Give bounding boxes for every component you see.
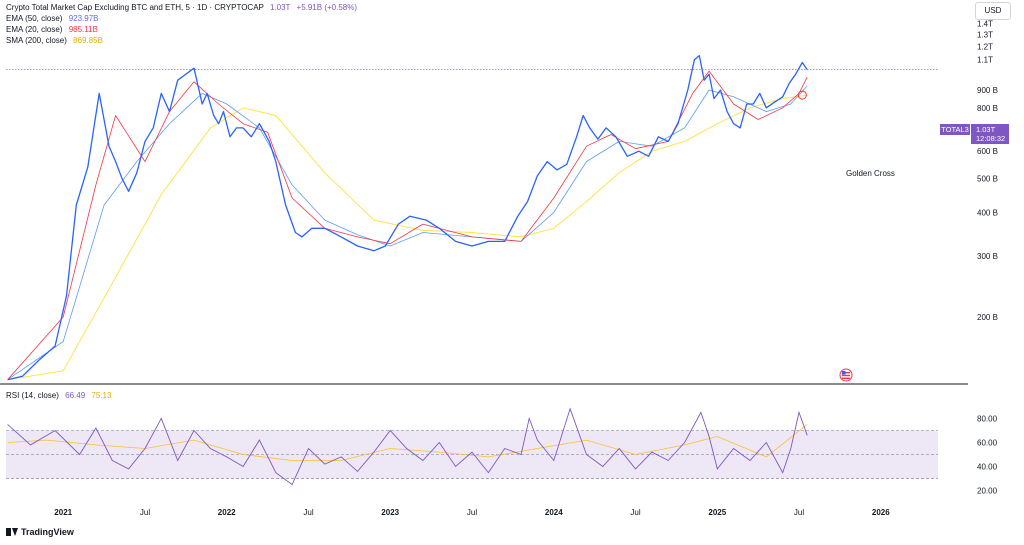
price-pane	[7, 54, 808, 381]
time-axis-tick: Jul	[467, 508, 477, 517]
price-axis-tick: 800 B	[977, 104, 998, 113]
price-axis-tick: 1.4T	[977, 19, 993, 28]
price-axis-tick: 600 B	[977, 147, 998, 156]
rsi-pane	[6, 407, 938, 486]
symbol-badge-text: TOTAL3	[941, 125, 969, 134]
rsi-ma-line[interactable]	[7, 424, 808, 461]
time-axis-tick: Jul	[140, 508, 150, 517]
tradingview-logo-icon	[6, 528, 18, 536]
sma200-line[interactable]	[7, 94, 808, 381]
time-axis-tick: Jul	[303, 508, 313, 517]
rsi-axis[interactable]: 20.00 40.00 60.00 80.00	[977, 414, 998, 495]
rsi-axis-tick: 60.00	[977, 439, 998, 448]
chart-title: Crypto Total Market Cap Excluding BTC an…	[6, 3, 264, 12]
price-value-text: 1.03T	[976, 125, 996, 134]
price-axis-tick: 400 B	[977, 208, 998, 217]
rsi-label: RSI (14, close)	[6, 391, 59, 400]
time-axis-tick: 2021	[54, 508, 72, 517]
golden-cross-marker	[797, 90, 807, 100]
rsi-value: 66.49	[65, 391, 86, 400]
price-change: +5.91B (+0.58%)	[296, 3, 357, 12]
last-price: 1.03T	[269, 3, 291, 12]
price-axis-tick: 1.3T	[977, 31, 993, 40]
main-legend[interactable]: Crypto Total Market Cap Excluding BTC an…	[6, 3, 357, 13]
ema20-line[interactable]	[7, 70, 808, 380]
ema20-legend[interactable]: EMA (20, close) 985.11B	[6, 25, 98, 35]
us-flag-event-icon[interactable]	[839, 368, 853, 382]
rsi-ma-value: 75.13	[91, 391, 112, 400]
sma200-value: 869.85B	[73, 36, 103, 45]
time-axis-tick: Jul	[794, 508, 804, 517]
time-axis-tick: 2025	[708, 508, 726, 517]
ema50-line[interactable]	[7, 85, 808, 381]
total3-line[interactable]	[7, 54, 808, 381]
price-axis-tick: 500 B	[977, 175, 998, 184]
price-axis-tick: 900 B	[977, 86, 998, 95]
rsi-axis-tick: 20.00	[977, 487, 998, 496]
ema50-label: EMA (50, close)	[6, 14, 63, 23]
time-axis-tick: 2024	[545, 508, 563, 517]
countdown-text: 12:08:32	[976, 134, 1005, 143]
time-axis-tick: 2023	[381, 508, 399, 517]
golden-cross-label: Golden Cross	[846, 169, 895, 178]
price-value-badge	[971, 124, 1009, 144]
rsi-axis-tick: 40.00	[977, 463, 998, 472]
currency-button[interactable]: USD	[975, 2, 1011, 20]
ema50-legend[interactable]: EMA (50, close) 923.97B	[6, 14, 99, 24]
price-axis-tick: 300 B	[977, 252, 998, 261]
ema50-value: 923.97B	[68, 14, 99, 23]
sma200-label: SMA (200, close)	[6, 36, 67, 45]
ema20-label: EMA (20, close)	[6, 25, 63, 34]
price-axis-tick: 200 B	[977, 313, 998, 322]
time-axis[interactable]: 2021 Jul 2022 Jul 2023 Jul 2024 Jul 2025 Jul 2026	[54, 508, 890, 517]
sma200-legend[interactable]: SMA (200, close) 869.85B	[6, 36, 103, 46]
time-axis-tick: 2026	[872, 508, 890, 517]
rsi-legend[interactable]: RSI (14, close) 66.49 75.13	[6, 391, 111, 401]
rsi-line[interactable]	[7, 407, 808, 486]
symbol-badge	[940, 124, 970, 135]
rsi-axis-tick: 80.00	[977, 414, 998, 423]
ema20-value: 985.11B	[68, 25, 98, 34]
price-axis-tick: 1.2T	[977, 43, 993, 52]
tradingview-logo-text: TradingView	[21, 527, 74, 537]
time-axis-tick: Jul	[630, 508, 640, 517]
time-axis-tick: 2022	[218, 508, 236, 517]
price-axis-tick: 1.1T	[977, 56, 993, 65]
price-badge: TOTAL3 1.03T 12:08:32	[940, 124, 1009, 144]
tradingview-logo[interactable]: TradingView	[6, 527, 74, 537]
